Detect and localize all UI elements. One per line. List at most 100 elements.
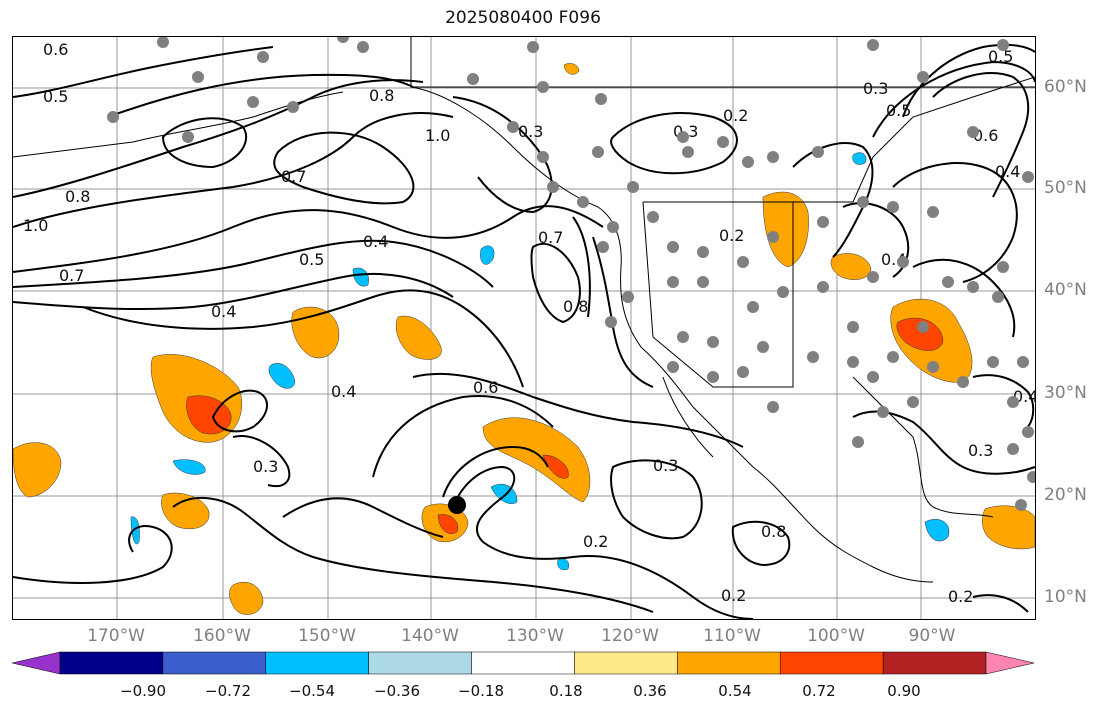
contour-label: 0.6 — [43, 40, 68, 59]
station-dot — [992, 291, 1004, 303]
contour-label: 0.2 — [719, 226, 744, 245]
station-dot — [737, 256, 749, 268]
colorbar-extend-max — [985, 651, 1035, 675]
contour-label: 0.4 — [331, 382, 356, 401]
contour-label: 0.3 — [653, 456, 678, 475]
blue-blob — [352, 267, 369, 287]
colorbar-segment — [368, 651, 472, 675]
station-dot — [852, 436, 864, 448]
contour-label: 0.7 — [59, 266, 84, 285]
station-dot — [917, 71, 929, 83]
station-dot — [717, 136, 729, 148]
station-dot — [527, 41, 539, 53]
station-dot — [592, 146, 604, 158]
station-dot — [1007, 443, 1019, 455]
station-dot — [867, 371, 879, 383]
station-dot — [877, 406, 889, 418]
station-dot — [927, 206, 939, 218]
colorbar-segment — [574, 651, 678, 675]
contour-label: 0.3 — [253, 457, 278, 476]
station-dot — [812, 146, 824, 158]
blue-blob — [172, 459, 206, 475]
lat-label: 10°N — [1044, 587, 1087, 607]
blue-blob — [480, 245, 495, 265]
station-dot — [927, 361, 939, 373]
blue-blob — [852, 152, 867, 165]
colorbar-tick: −0.54 — [289, 682, 335, 700]
station-dot — [677, 131, 689, 143]
orange-blob — [482, 417, 591, 503]
blue-blob — [268, 363, 296, 389]
orange-blob — [161, 492, 210, 530]
station-dot — [767, 401, 779, 413]
contour-label: 0.4 — [363, 232, 388, 251]
station-dot — [742, 156, 754, 168]
lat-label: 30°N — [1044, 383, 1087, 403]
station-dot — [467, 73, 479, 85]
station-dot — [987, 356, 999, 368]
station-dot — [1027, 471, 1035, 483]
contour-label: 0.3 — [968, 441, 993, 460]
station-dot — [182, 131, 194, 143]
contour-lines — [13, 43, 1035, 619]
lon-label: 120°W — [601, 626, 659, 646]
station-dot — [607, 221, 619, 233]
contour-label: 0.2 — [723, 106, 748, 125]
lon-label: 100°W — [807, 626, 865, 646]
colorbar-segment — [59, 651, 164, 675]
station-dot — [1022, 426, 1034, 438]
contour-label: 1.0 — [425, 126, 450, 145]
station-dot — [847, 356, 859, 368]
station-dot — [537, 81, 549, 93]
colorbar-tick: 0.36 — [633, 682, 667, 700]
contour-label: 0.5 — [43, 87, 68, 106]
station-dot — [817, 216, 829, 228]
station-dot — [767, 151, 779, 163]
station-dot — [817, 281, 829, 293]
contour-label: 0.8 — [761, 522, 786, 541]
colorbar-tick: 0.54 — [718, 682, 752, 700]
contour-label: 0.2 — [583, 532, 608, 551]
blue-blob — [557, 558, 569, 571]
lat-label: 20°N — [1044, 485, 1087, 505]
station-dot — [627, 181, 639, 193]
station-dot — [667, 276, 679, 288]
colorbar-extend-min — [12, 651, 61, 675]
station-dot — [707, 336, 719, 348]
chart-title: 2025080400 F096 — [445, 8, 601, 28]
lat-label: 40°N — [1044, 280, 1087, 300]
lon-label: 90°W — [908, 626, 956, 646]
station-dot — [967, 281, 979, 293]
station-dot — [677, 331, 689, 343]
station-dot — [247, 96, 259, 108]
red-blob — [437, 514, 459, 534]
station-dot — [747, 301, 759, 313]
contour-label: 0.6 — [473, 378, 498, 397]
colorbar-tick: −0.18 — [458, 682, 504, 700]
lon-label: 130°W — [506, 626, 564, 646]
station-dot — [957, 376, 969, 388]
station-dot — [597, 241, 609, 253]
station-dot — [1015, 499, 1027, 511]
station-dot — [897, 256, 909, 268]
station-dot — [807, 351, 819, 363]
station-dot — [622, 291, 634, 303]
station-dot — [357, 41, 369, 53]
colorbar-segment — [677, 651, 781, 675]
station-dot — [697, 276, 709, 288]
storm-center-marker — [448, 496, 466, 514]
station-markers — [107, 37, 1035, 511]
station-dot — [577, 196, 589, 208]
contour-label: 0.8 — [369, 86, 394, 105]
orange-blob — [229, 581, 264, 615]
colorbar-segment — [779, 651, 884, 675]
contour-label: 0.4 — [211, 302, 236, 321]
station-dot — [757, 341, 769, 353]
graticule — [13, 37, 1035, 619]
orange-blob — [291, 306, 340, 359]
station-dot — [737, 366, 749, 378]
map-canvas: 0.6 0.5 0.8 1.0 0.7 0.8 1.0 0.5 0.4 0.7 … — [13, 37, 1035, 619]
station-dot — [917, 321, 929, 333]
station-dot — [887, 351, 899, 363]
colorbar — [12, 651, 1035, 675]
